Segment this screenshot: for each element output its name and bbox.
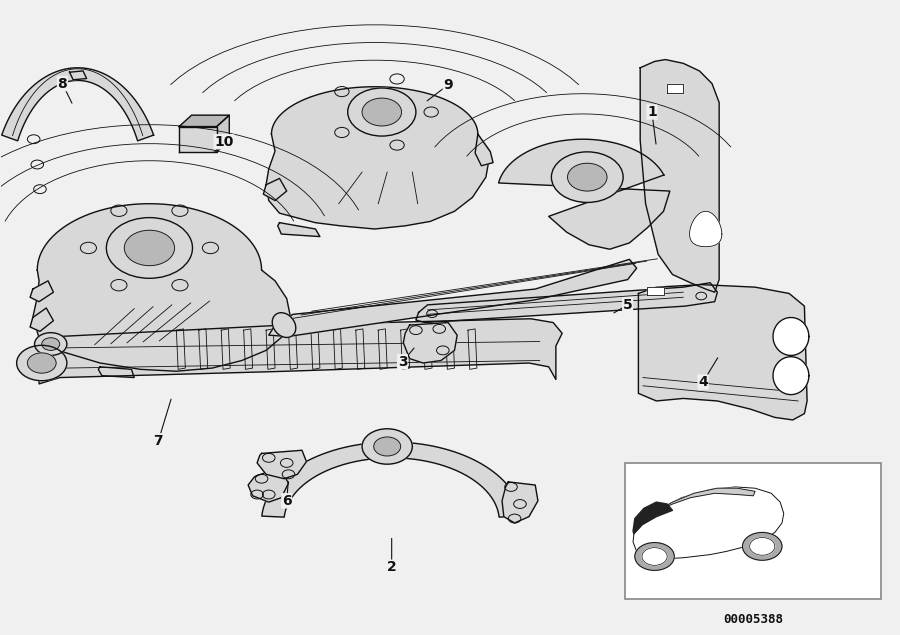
Circle shape xyxy=(642,547,667,565)
Text: 8: 8 xyxy=(58,77,68,91)
Polygon shape xyxy=(278,223,320,237)
Circle shape xyxy=(552,152,623,203)
Polygon shape xyxy=(667,84,683,93)
Text: 6: 6 xyxy=(282,494,292,508)
Circle shape xyxy=(34,333,67,356)
Circle shape xyxy=(362,98,401,126)
Polygon shape xyxy=(179,126,217,152)
Polygon shape xyxy=(262,442,521,517)
Text: 7: 7 xyxy=(154,434,163,448)
Text: 00005388: 00005388 xyxy=(723,613,783,625)
Circle shape xyxy=(16,345,67,381)
Text: 2: 2 xyxy=(387,560,397,574)
Text: 4: 4 xyxy=(698,375,708,389)
Circle shape xyxy=(362,429,412,464)
Polygon shape xyxy=(69,71,86,80)
FancyBboxPatch shape xyxy=(625,463,881,599)
Circle shape xyxy=(634,542,674,570)
Polygon shape xyxy=(30,308,53,331)
Circle shape xyxy=(374,437,400,456)
Circle shape xyxy=(750,537,775,555)
Polygon shape xyxy=(266,87,490,229)
Polygon shape xyxy=(689,211,722,246)
Polygon shape xyxy=(773,357,809,394)
Polygon shape xyxy=(502,482,538,523)
Polygon shape xyxy=(217,115,230,152)
Polygon shape xyxy=(647,287,663,295)
Polygon shape xyxy=(403,323,457,363)
Polygon shape xyxy=(773,318,809,356)
Polygon shape xyxy=(633,487,784,559)
Circle shape xyxy=(41,338,59,351)
Text: 1: 1 xyxy=(647,105,657,119)
Circle shape xyxy=(742,533,782,560)
Text: 5: 5 xyxy=(623,298,633,312)
Polygon shape xyxy=(39,319,562,384)
Polygon shape xyxy=(499,139,670,249)
Polygon shape xyxy=(638,284,807,420)
Polygon shape xyxy=(248,468,289,502)
Polygon shape xyxy=(2,68,154,141)
Polygon shape xyxy=(30,281,53,302)
Polygon shape xyxy=(633,502,672,534)
Polygon shape xyxy=(179,115,230,126)
Text: 9: 9 xyxy=(444,78,453,92)
Polygon shape xyxy=(416,283,717,323)
Polygon shape xyxy=(32,204,291,371)
Circle shape xyxy=(568,163,607,191)
Polygon shape xyxy=(269,259,636,337)
Polygon shape xyxy=(475,134,493,166)
Circle shape xyxy=(347,88,416,136)
Polygon shape xyxy=(264,178,287,201)
Circle shape xyxy=(124,231,175,265)
Polygon shape xyxy=(98,367,134,378)
Circle shape xyxy=(27,353,56,373)
Text: 10: 10 xyxy=(214,135,234,149)
Polygon shape xyxy=(658,488,755,511)
Circle shape xyxy=(106,218,193,278)
Text: 3: 3 xyxy=(398,355,408,369)
Ellipse shape xyxy=(272,312,296,337)
Polygon shape xyxy=(257,450,306,479)
Polygon shape xyxy=(640,60,719,292)
